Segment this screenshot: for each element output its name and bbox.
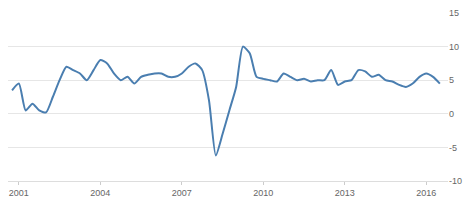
svg-text:-5: -5 [449,143,457,153]
svg-text:2004: 2004 [90,188,110,197]
svg-text:2016: 2016 [416,188,436,197]
svg-text:2010: 2010 [253,188,273,197]
svg-text:0: 0 [449,109,454,119]
svg-text:2001: 2001 [9,188,29,197]
svg-text:15: 15 [449,8,459,18]
svg-text:5: 5 [449,75,454,85]
svg-text:10: 10 [449,42,459,52]
svg-text:-10: -10 [449,176,462,186]
svg-text:2007: 2007 [172,188,192,197]
svg-text:2013: 2013 [335,188,355,197]
